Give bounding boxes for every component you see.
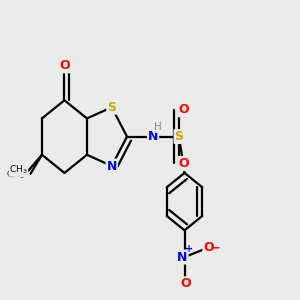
Text: N: N <box>177 250 188 264</box>
Text: N: N <box>106 160 117 172</box>
Text: O: O <box>181 277 191 290</box>
Text: +: + <box>185 244 194 254</box>
Text: O: O <box>203 241 214 254</box>
Text: S: S <box>107 101 116 114</box>
Text: N: N <box>148 130 158 143</box>
Text: CH$_3$: CH$_3$ <box>9 164 28 176</box>
Text: −: − <box>210 241 220 254</box>
Text: O: O <box>179 157 189 170</box>
Text: CH$_3$: CH$_3$ <box>6 168 24 181</box>
Text: S: S <box>175 130 184 143</box>
Text: O: O <box>59 59 70 72</box>
Text: O: O <box>179 103 189 116</box>
Text: H: H <box>154 122 162 132</box>
